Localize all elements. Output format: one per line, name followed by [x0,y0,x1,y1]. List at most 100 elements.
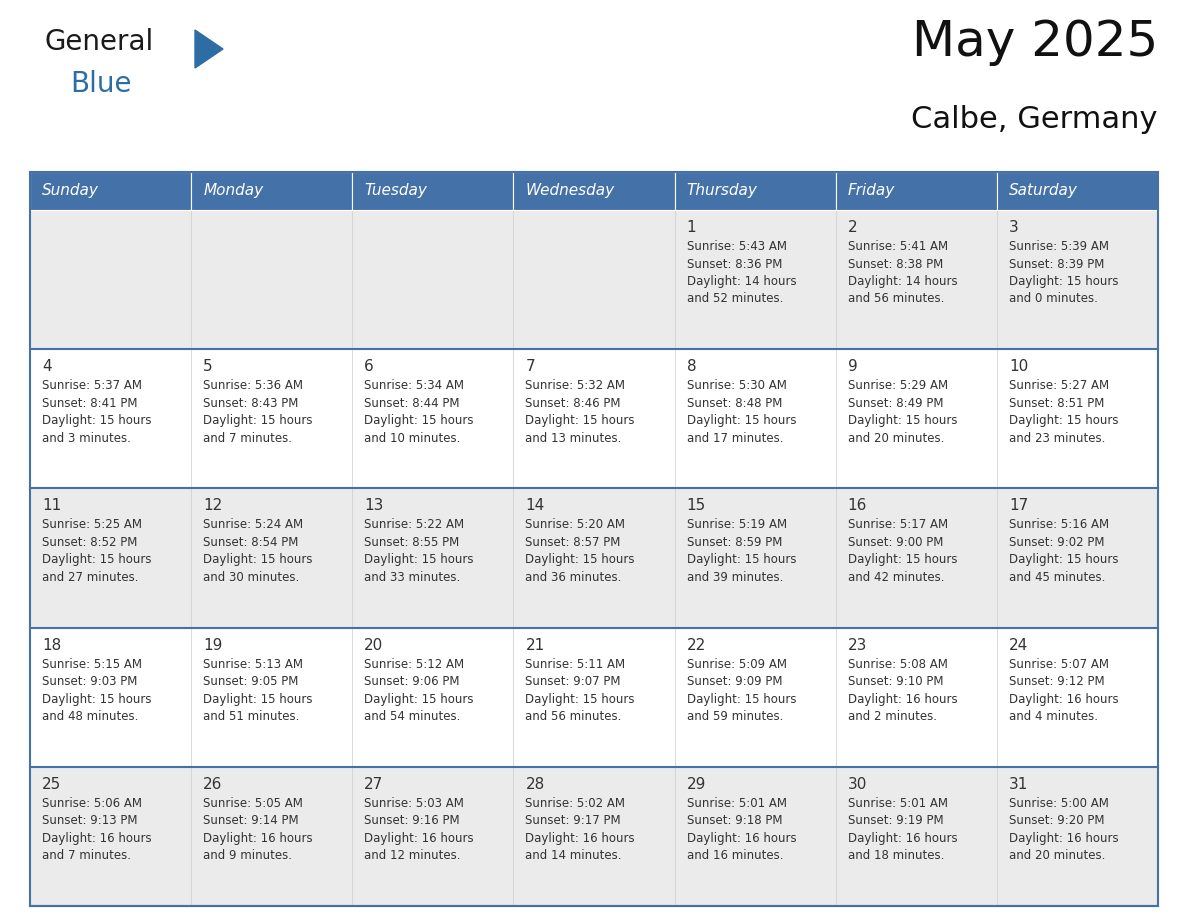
Text: Sunrise: 5:19 AM: Sunrise: 5:19 AM [687,519,786,532]
Bar [675,172,835,210]
Text: 29: 29 [687,777,706,792]
Text: 14: 14 [525,498,544,513]
Text: Daylight: 15 hours: Daylight: 15 hours [525,692,634,706]
Bar [30,210,1158,349]
Text: Sunrise: 5:27 AM: Sunrise: 5:27 AM [1009,379,1108,392]
Text: Daylight: 15 hours: Daylight: 15 hours [1009,554,1118,566]
Text: Daylight: 15 hours: Daylight: 15 hours [365,692,474,706]
Text: Sunrise: 5:41 AM: Sunrise: 5:41 AM [848,240,948,253]
Text: Sunrise: 5:32 AM: Sunrise: 5:32 AM [525,379,625,392]
Text: Sunrise: 5:01 AM: Sunrise: 5:01 AM [687,797,786,810]
Text: Daylight: 16 hours: Daylight: 16 hours [42,832,152,845]
Text: 2: 2 [848,220,858,235]
Text: Sunset: 8:48 PM: Sunset: 8:48 PM [687,397,782,409]
Text: Sunset: 9:14 PM: Sunset: 9:14 PM [203,814,298,827]
Text: and 59 minutes.: and 59 minutes. [687,711,783,723]
Text: Sunset: 9:09 PM: Sunset: 9:09 PM [687,675,782,688]
Text: Sunrise: 5:43 AM: Sunrise: 5:43 AM [687,240,786,253]
Text: Daylight: 15 hours: Daylight: 15 hours [42,692,152,706]
Text: Sunrise: 5:15 AM: Sunrise: 5:15 AM [42,657,143,671]
Text: Sunset: 8:52 PM: Sunset: 8:52 PM [42,536,138,549]
Bar [513,172,675,210]
Text: Calbe, Germany: Calbe, Germany [911,105,1158,134]
Text: and 36 minutes.: and 36 minutes. [525,571,621,584]
Text: Sunrise: 5:08 AM: Sunrise: 5:08 AM [848,657,948,671]
Text: 26: 26 [203,777,222,792]
Text: 13: 13 [365,498,384,513]
Text: Sunset: 8:51 PM: Sunset: 8:51 PM [1009,397,1104,409]
Text: Daylight: 15 hours: Daylight: 15 hours [365,554,474,566]
Text: Sunset: 9:03 PM: Sunset: 9:03 PM [42,675,138,688]
Text: Sunset: 8:43 PM: Sunset: 8:43 PM [203,397,298,409]
Text: Sunset: 8:55 PM: Sunset: 8:55 PM [365,536,460,549]
Text: Sunrise: 5:01 AM: Sunrise: 5:01 AM [848,797,948,810]
Text: Sunset: 9:13 PM: Sunset: 9:13 PM [42,814,138,827]
Text: Daylight: 15 hours: Daylight: 15 hours [525,554,634,566]
Text: 30: 30 [848,777,867,792]
Text: Sunrise: 5:03 AM: Sunrise: 5:03 AM [365,797,465,810]
Text: and 13 minutes.: and 13 minutes. [525,431,621,444]
Text: 23: 23 [848,638,867,653]
Text: Sunrise: 5:12 AM: Sunrise: 5:12 AM [365,657,465,671]
Text: and 30 minutes.: and 30 minutes. [203,571,299,584]
Text: Sunset: 8:49 PM: Sunset: 8:49 PM [848,397,943,409]
Text: May 2025: May 2025 [911,18,1158,66]
Text: Sunrise: 5:02 AM: Sunrise: 5:02 AM [525,797,625,810]
Text: Sunset: 8:41 PM: Sunset: 8:41 PM [42,397,138,409]
Text: Sunset: 9:17 PM: Sunset: 9:17 PM [525,814,621,827]
Text: and 16 minutes.: and 16 minutes. [687,849,783,862]
Text: Daylight: 14 hours: Daylight: 14 hours [687,275,796,288]
Text: and 9 minutes.: and 9 minutes. [203,849,292,862]
Text: Daylight: 14 hours: Daylight: 14 hours [848,275,958,288]
Bar [30,349,1158,488]
Text: and 14 minutes.: and 14 minutes. [525,849,623,862]
Text: Tuesday: Tuesday [365,184,428,198]
Bar [353,172,513,210]
Text: 16: 16 [848,498,867,513]
Text: and 27 minutes.: and 27 minutes. [42,571,139,584]
Text: 21: 21 [525,638,544,653]
Text: Sunrise: 5:06 AM: Sunrise: 5:06 AM [42,797,143,810]
Text: Saturday: Saturday [1009,184,1078,198]
Text: Sunrise: 5:29 AM: Sunrise: 5:29 AM [848,379,948,392]
Text: and 12 minutes.: and 12 minutes. [365,849,461,862]
Text: Sunrise: 5:25 AM: Sunrise: 5:25 AM [42,519,143,532]
Text: Daylight: 15 hours: Daylight: 15 hours [1009,275,1118,288]
Text: Sunset: 9:12 PM: Sunset: 9:12 PM [1009,675,1105,688]
Text: Sunrise: 5:17 AM: Sunrise: 5:17 AM [848,519,948,532]
Text: Sunrise: 5:09 AM: Sunrise: 5:09 AM [687,657,786,671]
Text: and 3 minutes.: and 3 minutes. [42,431,131,444]
Text: 4: 4 [42,359,51,375]
Text: and 51 minutes.: and 51 minutes. [203,711,299,723]
Text: 10: 10 [1009,359,1028,375]
Text: Thursday: Thursday [687,184,758,198]
Text: and 54 minutes.: and 54 minutes. [365,711,461,723]
Text: Daylight: 15 hours: Daylight: 15 hours [525,414,634,427]
Text: Sunrise: 5:05 AM: Sunrise: 5:05 AM [203,797,303,810]
Text: Sunrise: 5:34 AM: Sunrise: 5:34 AM [365,379,465,392]
Text: 15: 15 [687,498,706,513]
Text: 11: 11 [42,498,62,513]
Text: Sunrise: 5:00 AM: Sunrise: 5:00 AM [1009,797,1108,810]
Text: Daylight: 15 hours: Daylight: 15 hours [848,414,958,427]
Text: Sunrise: 5:13 AM: Sunrise: 5:13 AM [203,657,303,671]
Text: 17: 17 [1009,498,1028,513]
Text: 22: 22 [687,638,706,653]
Text: Daylight: 15 hours: Daylight: 15 hours [42,554,152,566]
Text: Daylight: 15 hours: Daylight: 15 hours [687,692,796,706]
Text: Daylight: 15 hours: Daylight: 15 hours [687,414,796,427]
Text: and 17 minutes.: and 17 minutes. [687,431,783,444]
Text: and 33 minutes.: and 33 minutes. [365,571,461,584]
Text: Sunset: 9:20 PM: Sunset: 9:20 PM [1009,814,1105,827]
Text: Sunset: 8:38 PM: Sunset: 8:38 PM [848,258,943,271]
Bar [30,628,1158,767]
Text: Sunrise: 5:11 AM: Sunrise: 5:11 AM [525,657,626,671]
Text: Daylight: 16 hours: Daylight: 16 hours [525,832,636,845]
Text: 7: 7 [525,359,535,375]
Text: Sunset: 9:06 PM: Sunset: 9:06 PM [365,675,460,688]
Text: Sunset: 8:59 PM: Sunset: 8:59 PM [687,536,782,549]
Text: Sunrise: 5:16 AM: Sunrise: 5:16 AM [1009,519,1108,532]
Text: and 39 minutes.: and 39 minutes. [687,571,783,584]
Text: and 7 minutes.: and 7 minutes. [203,431,292,444]
Text: Sunrise: 5:24 AM: Sunrise: 5:24 AM [203,519,303,532]
